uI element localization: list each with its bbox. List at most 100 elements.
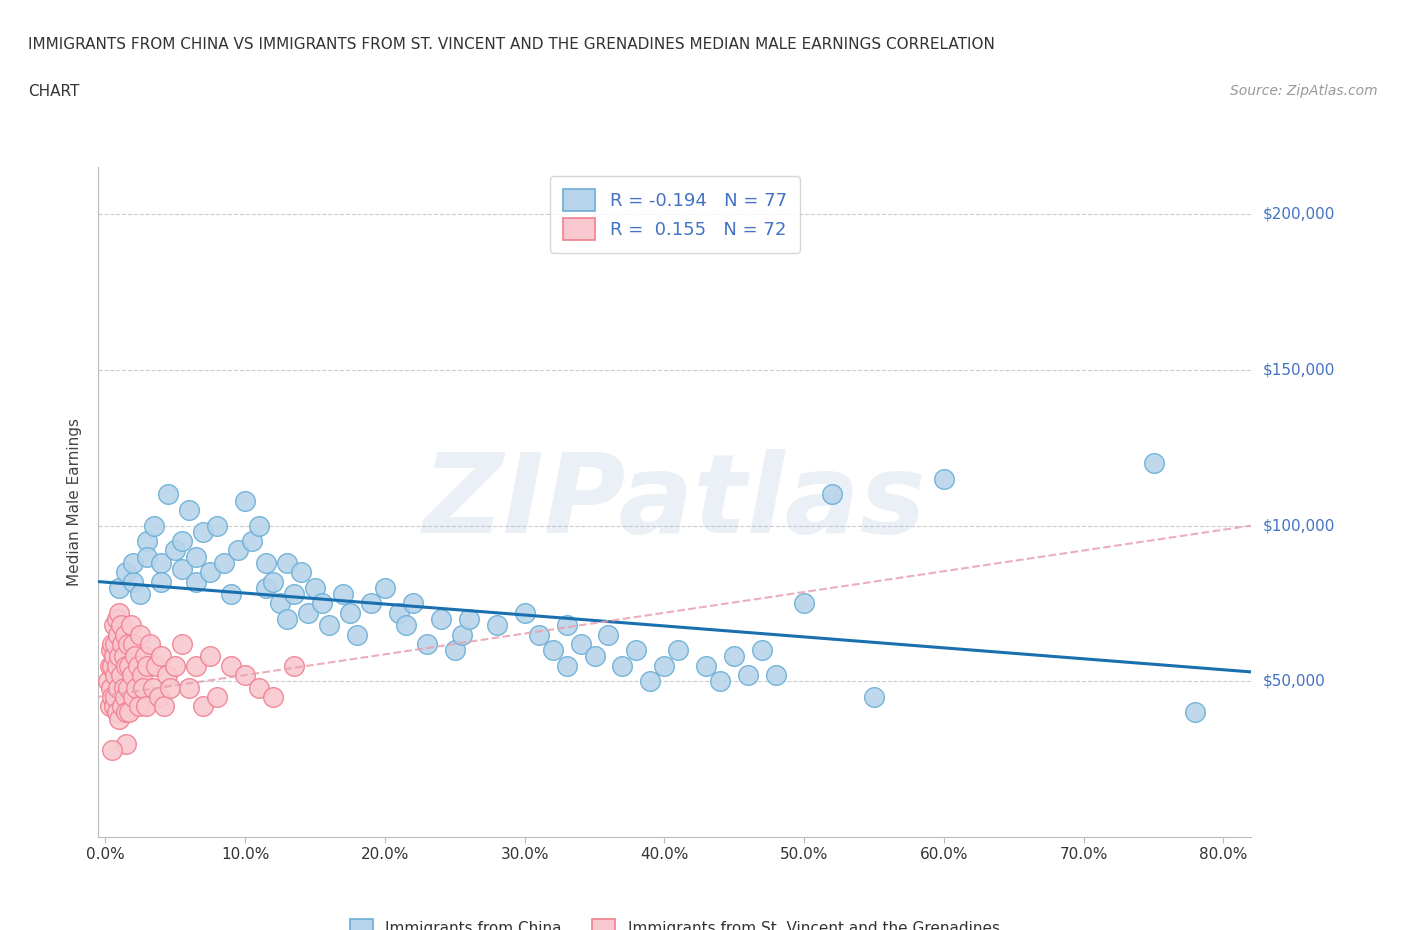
- Point: [527, 627, 550, 642]
- Point: [142, 680, 165, 695]
- Point: [101, 636, 124, 651]
- Point: [612, 658, 634, 673]
- Point: [129, 587, 152, 602]
- Point: [666, 643, 689, 658]
- Point: [172, 636, 194, 651]
- Point: [179, 502, 201, 517]
- Point: [555, 618, 578, 632]
- Point: [443, 643, 465, 658]
- Point: [105, 658, 128, 673]
- Point: [139, 636, 162, 651]
- Point: [108, 649, 131, 664]
- Point: [283, 658, 305, 673]
- Point: [541, 643, 564, 658]
- Point: [115, 705, 138, 720]
- Point: [110, 668, 132, 683]
- Point: [304, 580, 326, 595]
- Point: [107, 680, 129, 695]
- Point: [104, 636, 127, 651]
- Point: [121, 668, 143, 683]
- Point: [179, 680, 201, 695]
- Text: $200,000: $200,000: [1263, 206, 1334, 221]
- Point: [159, 680, 181, 695]
- Point: [107, 627, 129, 642]
- Point: [793, 596, 815, 611]
- Point: [118, 658, 141, 673]
- Point: [283, 587, 305, 602]
- Point: [97, 674, 120, 689]
- Point: [297, 605, 319, 620]
- Point: [115, 737, 138, 751]
- Point: [254, 580, 277, 595]
- Point: [111, 636, 134, 651]
- Point: [136, 550, 159, 565]
- Point: [360, 596, 382, 611]
- Point: [114, 689, 136, 704]
- Point: [583, 649, 606, 664]
- Point: [346, 627, 368, 642]
- Text: Source: ZipAtlas.com: Source: ZipAtlas.com: [1230, 84, 1378, 98]
- Point: [122, 574, 145, 589]
- Point: [640, 674, 662, 689]
- Point: [132, 680, 155, 695]
- Point: [388, 605, 411, 620]
- Point: [254, 555, 277, 570]
- Point: [101, 689, 124, 704]
- Point: [318, 618, 340, 632]
- Point: [120, 618, 142, 632]
- Point: [129, 627, 152, 642]
- Text: $50,000: $50,000: [1263, 673, 1326, 689]
- Point: [153, 698, 176, 713]
- Point: [186, 658, 208, 673]
- Point: [150, 574, 173, 589]
- Point: [276, 555, 298, 570]
- Point: [105, 705, 128, 720]
- Point: [226, 543, 249, 558]
- Point: [105, 612, 128, 627]
- Point: [212, 555, 235, 570]
- Point: [136, 534, 159, 549]
- Text: IMMIGRANTS FROM CHINA VS IMMIGRANTS FROM ST. VINCENT AND THE GRENADINES MEDIAN M: IMMIGRANTS FROM CHINA VS IMMIGRANTS FROM…: [28, 37, 995, 52]
- Point: [569, 636, 592, 651]
- Point: [821, 487, 844, 502]
- Point: [485, 618, 508, 632]
- Y-axis label: Median Male Earnings: Median Male Earnings: [67, 418, 83, 586]
- Point: [205, 518, 228, 533]
- Point: [135, 698, 157, 713]
- Point: [157, 487, 180, 502]
- Point: [247, 680, 270, 695]
- Point: [513, 605, 536, 620]
- Point: [115, 658, 138, 673]
- Point: [156, 668, 179, 683]
- Point: [165, 543, 187, 558]
- Point: [863, 689, 886, 704]
- Text: $150,000: $150,000: [1263, 363, 1334, 378]
- Point: [108, 605, 131, 620]
- Point: [193, 525, 215, 539]
- Point: [205, 689, 228, 704]
- Point: [98, 698, 121, 713]
- Point: [131, 668, 153, 683]
- Point: [1184, 705, 1206, 720]
- Point: [1142, 456, 1164, 471]
- Point: [98, 658, 121, 673]
- Point: [125, 680, 148, 695]
- Point: [240, 534, 263, 549]
- Point: [374, 580, 396, 595]
- Point: [150, 555, 173, 570]
- Point: [110, 618, 132, 632]
- Point: [751, 643, 773, 658]
- Point: [172, 534, 194, 549]
- Text: ZIPatlas: ZIPatlas: [423, 448, 927, 556]
- Point: [112, 680, 135, 695]
- Point: [765, 668, 787, 683]
- Point: [115, 565, 138, 579]
- Point: [118, 705, 141, 720]
- Point: [416, 636, 439, 651]
- Legend: Immigrants from China, Immigrants from St. Vincent and the Grenadines: Immigrants from China, Immigrants from S…: [343, 911, 1007, 930]
- Point: [395, 618, 418, 632]
- Point: [262, 574, 284, 589]
- Point: [233, 493, 256, 508]
- Point: [450, 627, 472, 642]
- Point: [127, 658, 149, 673]
